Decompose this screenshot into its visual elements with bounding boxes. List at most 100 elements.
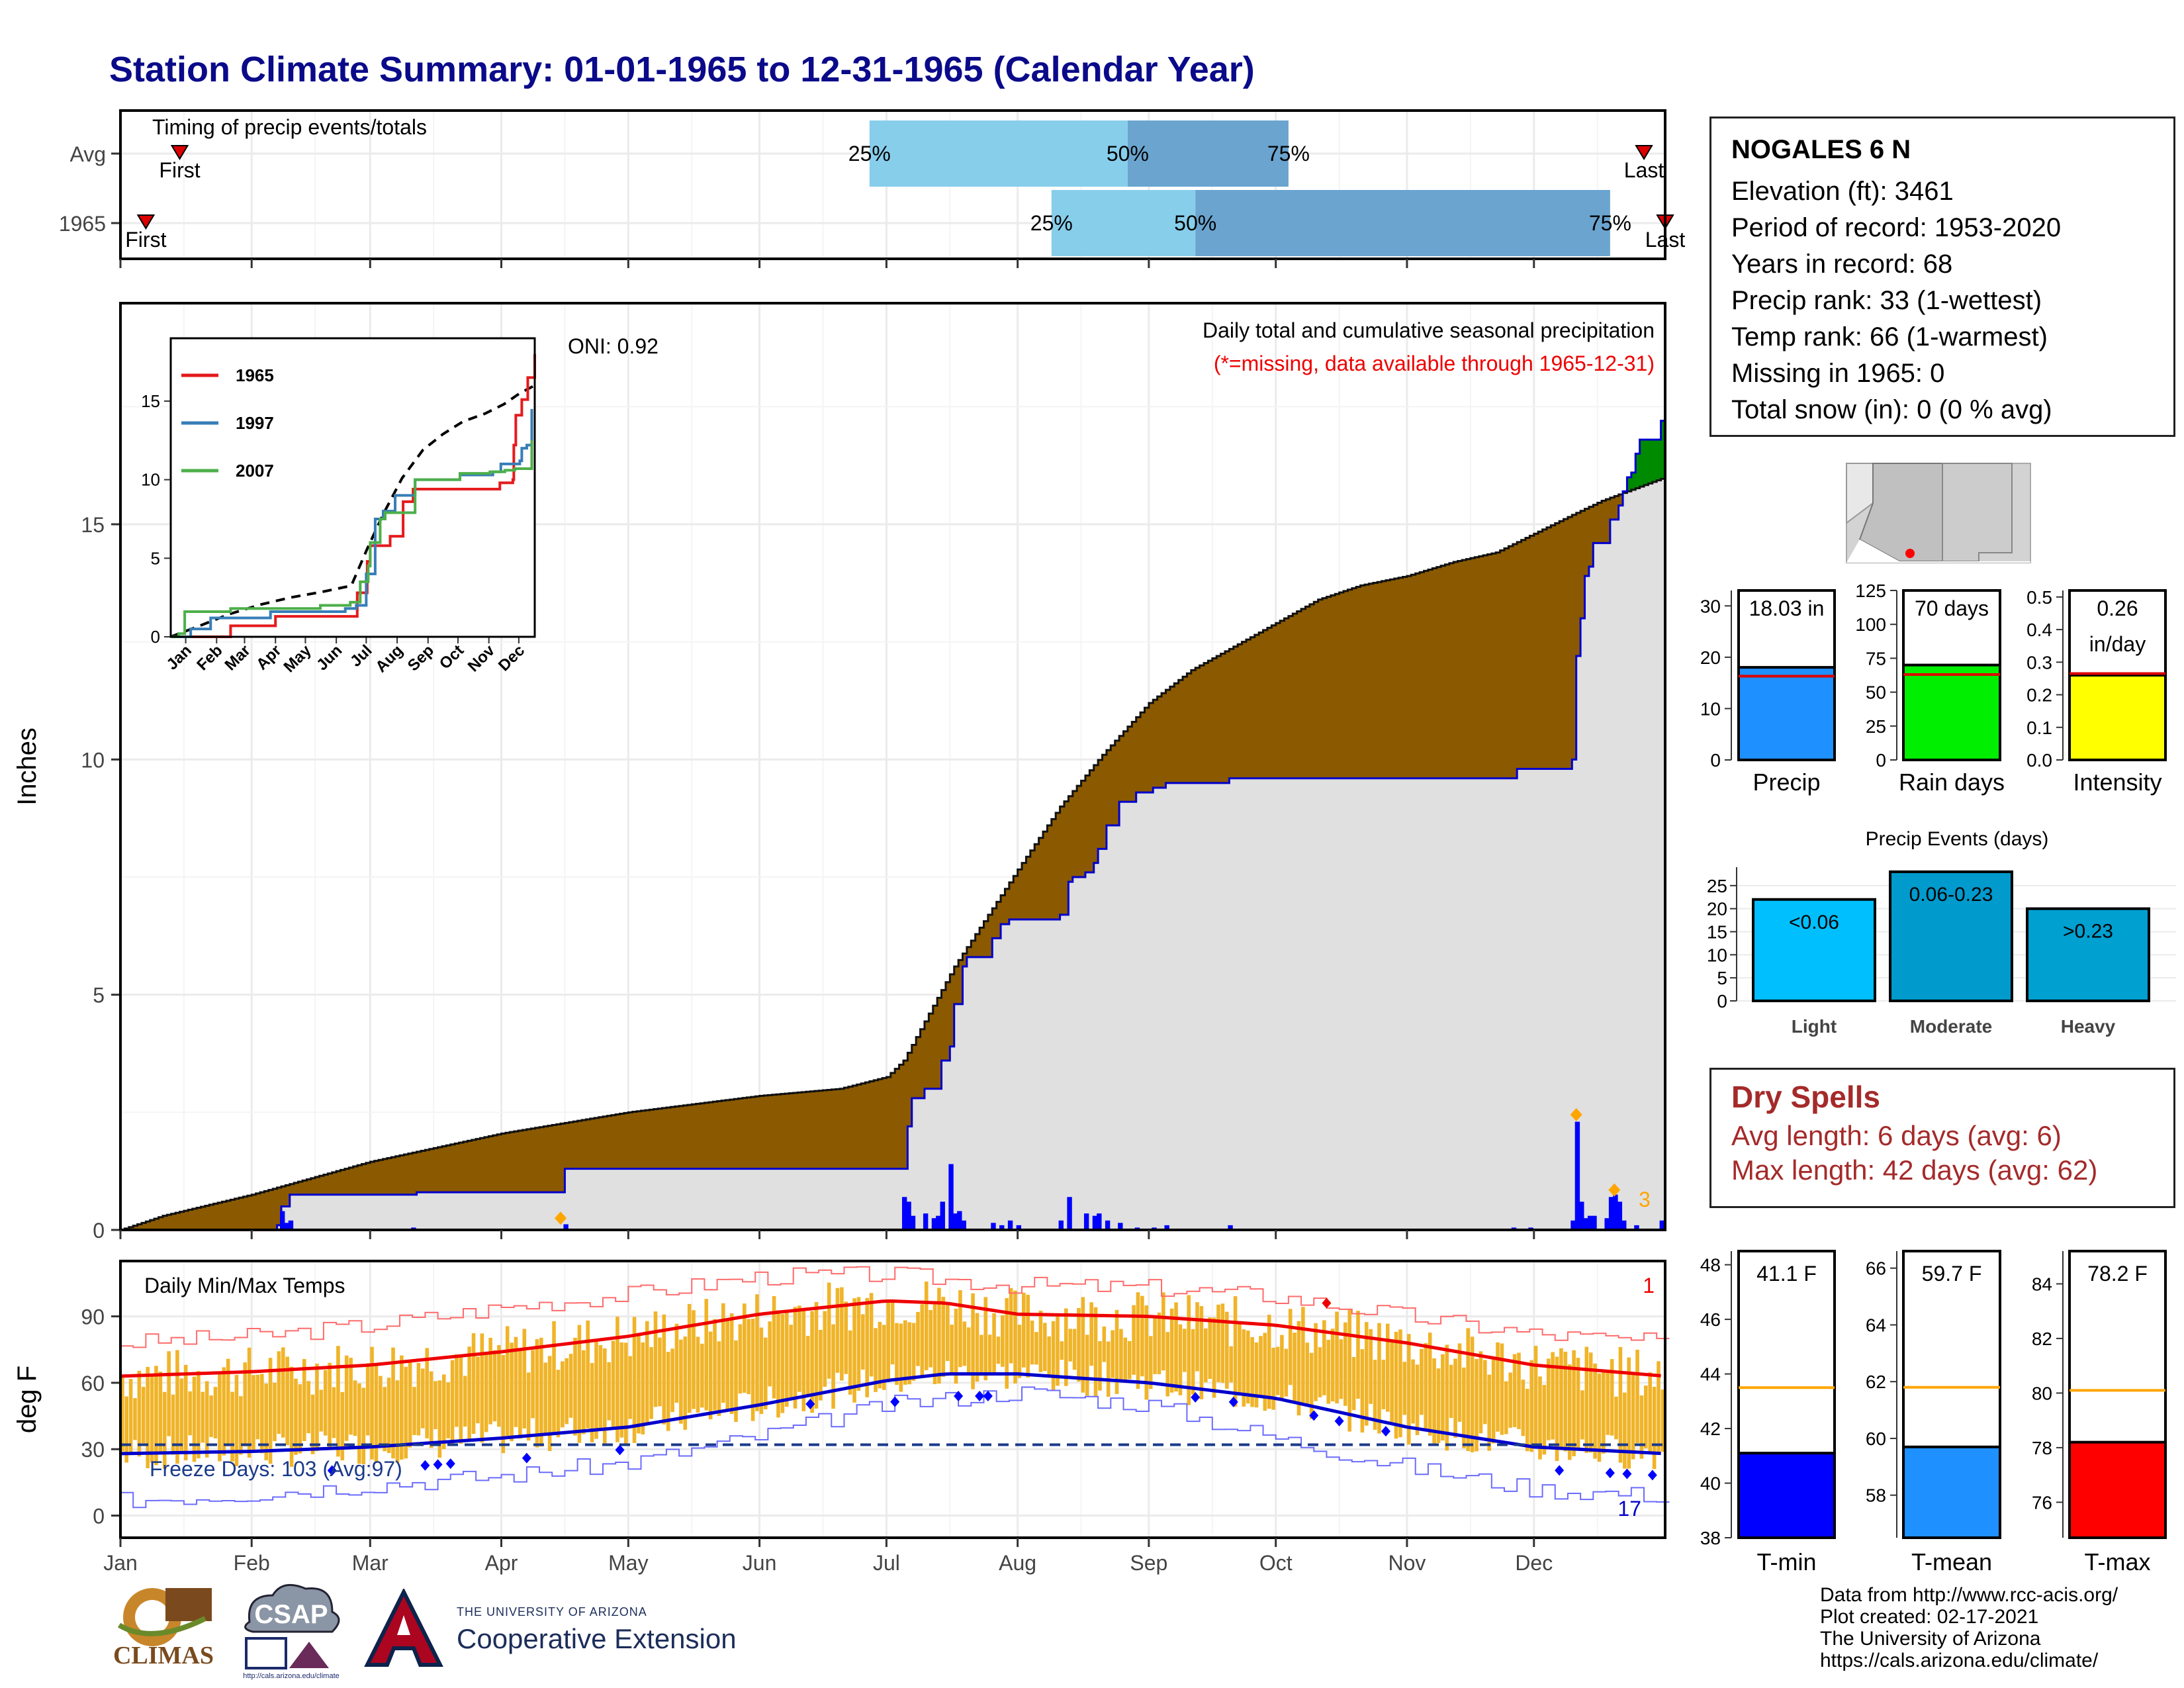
tempstats-y-tick-label: 76: [2032, 1492, 2052, 1513]
precip-surplus-bar: [1657, 440, 1662, 481]
temp-daily-bar: [979, 1335, 983, 1376]
temp-daily-bar: [577, 1325, 582, 1443]
precip-deficit-bar: [1385, 580, 1390, 778]
precip-deficit-bar: [1576, 512, 1581, 656]
temp-daily-bar: [759, 1327, 764, 1415]
temp-daily-bar: [1119, 1329, 1123, 1382]
precip-deficit-bar: [209, 1204, 214, 1230]
temp-daily-bar: [700, 1343, 704, 1408]
precip-deficit-bar: [1555, 523, 1560, 769]
precip-deficit-bar: [1373, 583, 1378, 778]
temp-daily-bar: [696, 1336, 700, 1413]
temp-record-low-count: 17: [1617, 1497, 1641, 1521]
precip-deficit-bar: [340, 1170, 345, 1195]
temp-daily-bar: [645, 1321, 649, 1425]
temp-daily-bar: [391, 1347, 395, 1459]
precip-deficit-bar: [1424, 571, 1429, 778]
precip-deficit-bar: [302, 1180, 307, 1195]
events-title: Precip Events (days): [1866, 828, 2049, 850]
precip-deficit-bar: [1517, 541, 1522, 769]
temp-daily-bar: [1377, 1323, 1381, 1434]
map-mexico: [1846, 539, 2030, 563]
temp-daily-bar: [1398, 1329, 1402, 1438]
precip-daily-bar: [1608, 1197, 1614, 1230]
inset-legend-label: 2007: [236, 461, 274, 481]
precip-deficit-bar: [628, 1112, 633, 1169]
precip-deficit-bar: [1390, 579, 1395, 778]
precip-deficit-bar: [374, 1160, 379, 1195]
precip-deficit-bar: [933, 1006, 938, 1089]
temp-record-low-marker: [1309, 1410, 1319, 1421]
month-tick-label: Nov: [1388, 1551, 1426, 1575]
station-elevation: Elevation (ft): 3461: [1731, 177, 1954, 206]
precip-daily-bar: [999, 1225, 1005, 1230]
tempstats-panel-1: 58 60 62 64 66 59.7 F T-mean: [1866, 1250, 2001, 1575]
precip-deficit-bar: [797, 1092, 803, 1169]
temp-daily-bar: [531, 1350, 535, 1419]
temp-daily-bar: [1250, 1336, 1254, 1407]
tempstats-value-bar: [1902, 1445, 2001, 1539]
temp-record-low-marker: [445, 1458, 455, 1470]
temp-daily-bar: [547, 1356, 552, 1451]
precip-deficit-bar: [1602, 500, 1607, 543]
temp-daily-bar: [848, 1330, 852, 1395]
temp-daily-bar: [1436, 1368, 1441, 1443]
temp-daily-bar: [437, 1380, 442, 1458]
temp-average-min-line: [120, 1372, 1661, 1456]
precip-deficit-bar: [319, 1176, 324, 1195]
precip-deficit-bar: [137, 1224, 142, 1230]
temp-daily-bar: [945, 1305, 950, 1361]
temp-daily-bar: [306, 1381, 310, 1434]
precip-deficit-bar: [492, 1135, 498, 1193]
precip-deficit-bar: [162, 1215, 167, 1230]
totals-name-label: Precip: [1752, 769, 1820, 796]
precip-deficit-bar: [1187, 673, 1192, 783]
tempstats-y-tick-label: 80: [2032, 1383, 2052, 1403]
precip-deficit-bar: [1106, 750, 1111, 825]
precip-deficit-bar: [361, 1164, 367, 1195]
temp-daily-bar: [1102, 1326, 1107, 1362]
temp-daily-bar: [1284, 1348, 1289, 1397]
precip-deficit-bar: [1398, 577, 1404, 778]
temp-daily-bar: [400, 1355, 404, 1460]
precip-deficit-bar: [1330, 595, 1336, 778]
precip-deficit-bar: [230, 1199, 236, 1230]
temp-daily-bar: [784, 1312, 789, 1407]
precip-deficit-bar: [467, 1141, 473, 1193]
precip-deficit-bar: [734, 1099, 739, 1169]
temp-daily-bar: [1597, 1373, 1602, 1462]
precip-deficit-bar: [1415, 573, 1420, 778]
timing-label-first: First: [125, 228, 166, 252]
precip-deficit-bar: [1420, 572, 1425, 778]
precip-deficit-bar: [268, 1190, 273, 1230]
temp-daily-bar: [623, 1342, 628, 1444]
temp-daily-bar: [480, 1333, 484, 1443]
precip-deficit-bar: [607, 1115, 612, 1169]
precip-deficit-bar: [763, 1095, 768, 1169]
precip-deficit-bar: [776, 1094, 782, 1169]
month-tick-label: Jan: [103, 1551, 138, 1575]
temp-daily-bar: [747, 1319, 751, 1395]
precip-deficit-bar: [827, 1090, 832, 1169]
precip-deficit-bar: [1284, 618, 1289, 778]
totals-y-tick-label: 30: [1700, 596, 1721, 616]
temp-daily-bar: [459, 1354, 463, 1444]
precip-deficit-bar: [1360, 585, 1365, 778]
precip-deficit-bar: [383, 1158, 388, 1195]
temp-daily-bar: [1275, 1346, 1280, 1395]
precip-deficit-bar: [264, 1191, 269, 1230]
precip-deficit-bar: [1102, 755, 1107, 849]
temp-daily-bar: [1051, 1321, 1056, 1391]
timing-bar-50-75: [1195, 190, 1610, 256]
temp-daily-bar: [1330, 1329, 1335, 1402]
precip-deficit-bar: [1538, 532, 1543, 769]
temp-daily-bar: [683, 1336, 688, 1430]
precip-daily-bar: [991, 1223, 996, 1230]
precip-deficit-bar: [1305, 606, 1310, 778]
temp-record-low-marker: [805, 1399, 815, 1410]
temp-daily-bar: [637, 1333, 641, 1434]
precip-deficit-bar: [1111, 745, 1116, 825]
temp-daily-bar: [1089, 1302, 1093, 1366]
station-name: NOGALES 6 N: [1731, 135, 1911, 164]
